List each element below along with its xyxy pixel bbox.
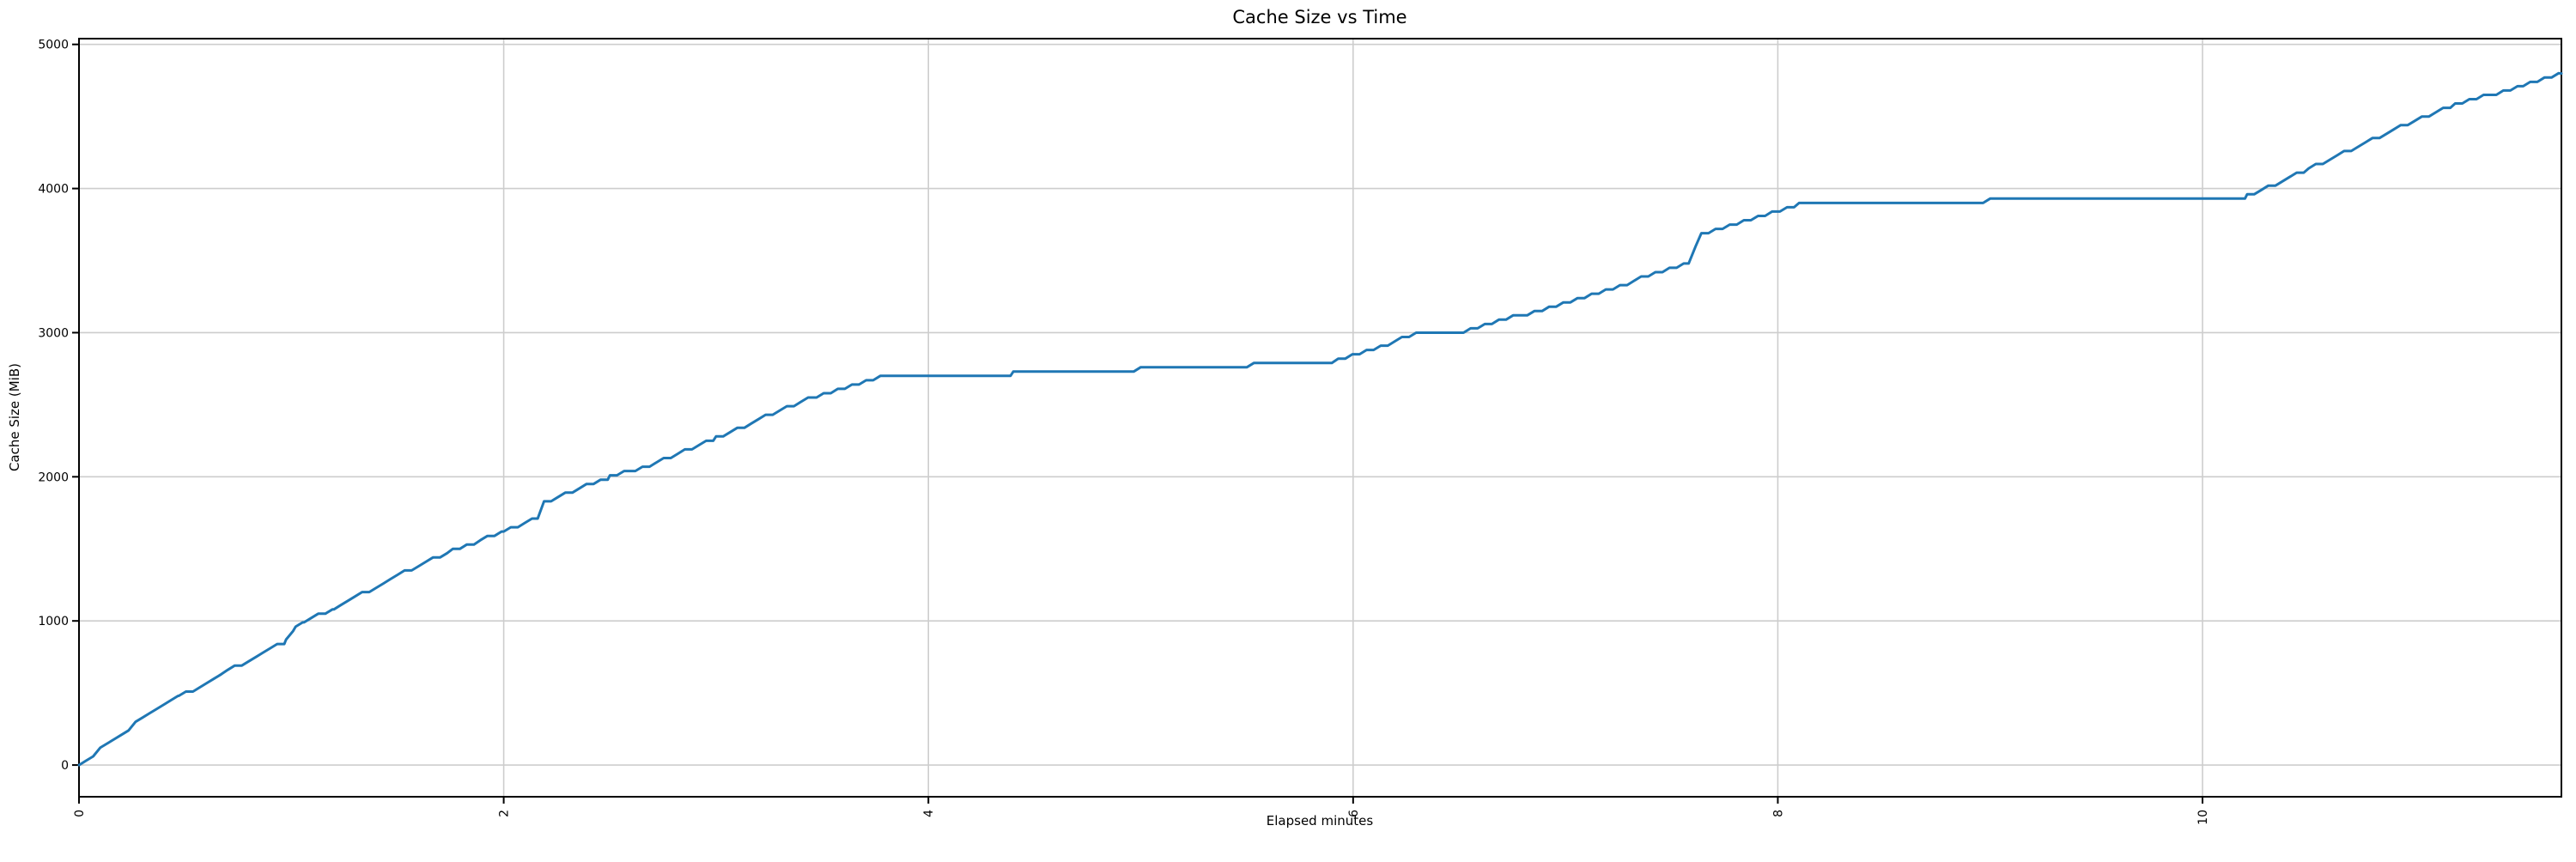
grid-lines (78, 39, 2561, 797)
x-tick-label: 2 (498, 810, 512, 817)
y-axis-label: Cache Size (MiB) (7, 363, 22, 471)
x-tick-label: 0 (73, 810, 87, 817)
chart-title: Cache Size vs Time (1232, 7, 1406, 27)
x-tick-label: 6 (1347, 810, 1361, 817)
axis-ticks (72, 43, 2204, 804)
tick-labels: 0 2 4 6 8 10 0 1000 2000 3000 4000 5000 (38, 39, 2210, 825)
y-tick-label: 3000 (38, 326, 69, 340)
cache-size-line (77, 71, 2563, 767)
plot-border (78, 38, 2562, 798)
x-axis-label: Elapsed minutes (1267, 813, 1374, 829)
x-tick-label: 4 (922, 810, 936, 817)
x-tick-label: 10 (2196, 810, 2210, 825)
y-tick-label: 1000 (38, 615, 69, 628)
y-tick-label: 4000 (38, 183, 69, 197)
y-tick-label: 2000 (38, 470, 69, 484)
y-tick-label: 5000 (38, 39, 69, 52)
y-tick-label: 0 (61, 759, 69, 773)
x-tick-label: 8 (1771, 810, 1785, 817)
